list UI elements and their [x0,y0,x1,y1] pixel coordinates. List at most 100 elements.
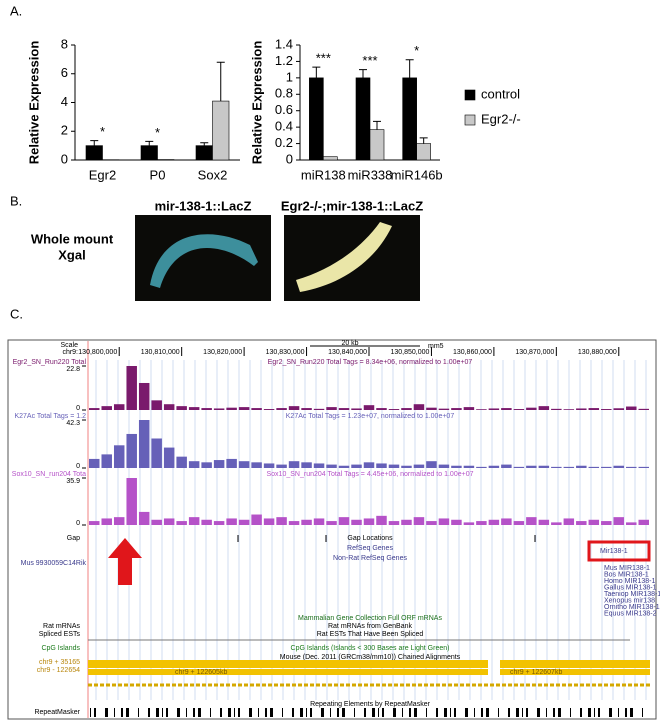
x-tick-label: 130,810,000 [141,349,180,356]
bar [355,77,371,161]
signal-bar [288,406,300,410]
track-name: RepeatMasker [34,709,80,716]
signal-bar [176,406,187,410]
repeat-block [594,708,595,717]
x-tick-label: 130,800,000 [78,349,117,356]
repeat-block [321,708,324,717]
chain-block [88,660,488,668]
track-name: CpG Islands [41,645,80,652]
repeat-block [138,708,139,717]
signal-bar [226,458,237,468]
repeat-block [409,708,411,717]
repeat-block [630,708,633,717]
panel-label: B. [10,193,22,208]
signal-bar [188,517,200,525]
repeat-block [330,708,331,717]
signal-bar [638,466,649,468]
repeat-block [570,708,571,717]
signal-bar [238,519,250,525]
error-bar [90,140,99,146]
browser-frame [7,339,657,720]
track-title: CpG Islands (Islands < 300 Bases are Lig… [291,645,450,652]
signal-bar [426,461,437,468]
track-title: Rat mRNAs from GenBank [328,623,413,630]
repeat-block [166,708,168,717]
highlight-label: Mir138-1 [600,548,628,555]
y-axis-label: Relative Expression [26,41,41,165]
signal-bar [463,465,475,468]
signal-bar [376,408,387,410]
signal-bar [338,517,350,525]
y-tick-label: 6 [61,65,68,80]
repeat-block [454,708,456,717]
track-title: Rat ESTs That Have Been Spliced [317,631,424,638]
repeat-elements [90,708,643,717]
signal-bar [138,420,150,468]
signal-bar [588,519,600,525]
bar [195,145,213,161]
repeat-block [558,708,561,717]
signal-bar [601,466,612,468]
signal-bar [476,466,487,468]
repeat-block [265,708,267,717]
repeat-block [114,708,115,717]
signal-bar [363,462,375,468]
significance: *** [316,51,331,66]
x-tick-label: 130,880,000 [578,349,617,356]
track-min: 0 [76,463,80,470]
signal-bar [476,521,487,525]
error-bar [405,59,414,78]
repeat-block [306,708,307,717]
signal-bar [576,408,587,410]
repeat-block [121,708,123,717]
legend-swatch [464,89,476,101]
significance: *** [362,53,377,68]
signal-bar [576,465,587,468]
repeat-block [228,708,231,717]
repeat-block [436,708,438,717]
track-caption: Egr2_SN_Run220 Total Tags = 8.34e+06, no… [268,359,473,366]
track-max: 42.3 [66,420,80,427]
repeat-block [426,708,427,717]
y-tick-label: 0.4 [275,119,293,134]
track-name: chr9 + 35165 [39,659,80,666]
repeat-block [156,708,159,717]
photo-sample [150,234,258,288]
signal-bar [89,408,100,410]
signal-bar [563,466,575,468]
chain-block [500,669,650,675]
signal-bar [213,460,225,468]
signal-bar [151,519,162,525]
signal-bar [226,407,237,410]
signal-bar [301,408,312,410]
y-tick-label: 1 [286,69,293,84]
signal-bar [613,517,625,525]
repeat-block [481,708,483,717]
repeat-block [450,708,451,717]
signal-bar [488,408,500,410]
repeat-block [444,708,447,717]
repeat-block [337,708,339,717]
signal-bar [363,518,375,525]
track-title: Non-Rat RefSeq Genes [333,555,407,562]
repeat-block [378,708,379,717]
track-title: Gap Locations [347,535,393,542]
signal-bar [301,462,312,468]
signal-bar [551,408,562,410]
signal-bar [613,465,625,468]
repeat-block [249,708,252,717]
repeat-block [393,708,396,717]
bar [416,143,431,161]
signal-bar [426,521,437,525]
repeat-block [486,708,489,717]
scale-label: Scale [60,342,78,349]
signal-bar [363,405,375,410]
signal-bar [413,404,425,410]
repeat-block [372,708,375,717]
bar [309,77,324,161]
signal-bar [401,519,412,525]
signal-bar [526,407,537,410]
x-tick-label: 130,870,000 [515,349,554,356]
